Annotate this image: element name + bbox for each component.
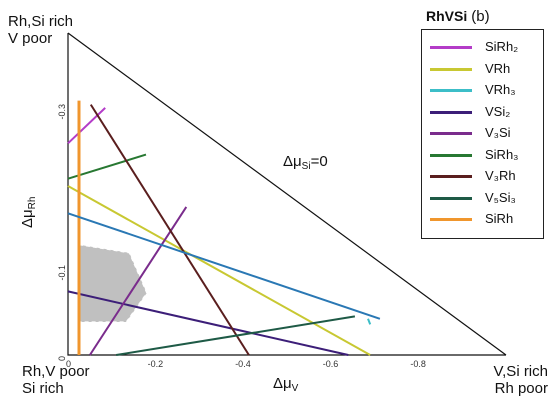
axes-frame bbox=[67, 33, 506, 356]
legend-swatch bbox=[430, 46, 472, 49]
series-line-2 bbox=[367, 318, 372, 325]
legend-swatch bbox=[430, 132, 472, 135]
x-tick-label: 0 bbox=[66, 359, 71, 369]
legend-swatch bbox=[430, 218, 472, 221]
x-tick-label: -0.6 bbox=[323, 359, 339, 369]
legend-label: V₅Si₃ bbox=[485, 189, 516, 205]
corner-bottom-left-line1: Rh,V poor bbox=[22, 363, 90, 380]
x-axis-label: ΔμV bbox=[273, 375, 299, 394]
corner-top-left-line1: Rh,Si rich bbox=[8, 13, 74, 30]
corner-label-bottom-left: Rh,V poor Si rich bbox=[22, 363, 90, 397]
legend-label: VRh bbox=[485, 60, 511, 76]
corner-label-top-left: Rh,Si rich V poor bbox=[8, 13, 73, 47]
legend-swatch bbox=[430, 110, 472, 114]
legend-swatch bbox=[430, 153, 472, 157]
legend-label: V₃Rh bbox=[485, 168, 516, 183]
legend-item: VRh bbox=[430, 61, 542, 77]
legend-label: V₃Si bbox=[485, 125, 511, 140]
legend-label: SiRh₃ bbox=[485, 146, 519, 162]
corner-bottom-right-line2: Rh poor bbox=[494, 380, 548, 397]
y-axis-label: ΔμRh bbox=[19, 197, 38, 228]
corner-bottom-right-line1: V,Si rich bbox=[493, 363, 548, 380]
legend-label: VSi₂ bbox=[485, 103, 511, 119]
legend-item: SiRh bbox=[430, 211, 542, 227]
boundary-label: ΔμSi=0 bbox=[283, 153, 328, 172]
legend-swatch bbox=[430, 67, 472, 71]
x-tick-label: -0.8 bbox=[410, 359, 426, 369]
legend-label: VRh₃ bbox=[485, 82, 516, 97]
legend-item: VRh₃ bbox=[430, 82, 542, 98]
corner-label-bottom-right: V,Si rich Rh poor bbox=[470, 363, 548, 397]
legend-item: V₃Si bbox=[430, 125, 542, 141]
legend-item: V₃Rh bbox=[430, 168, 542, 184]
series-line-6 bbox=[89, 104, 250, 356]
legend-label: SiRh₂ bbox=[485, 39, 519, 54]
legend-item: SiRh₂ bbox=[430, 39, 542, 55]
y-tick-label: -0.1 bbox=[57, 265, 67, 281]
legend-swatch bbox=[430, 89, 472, 92]
x-tick-label: -0.2 bbox=[148, 359, 164, 369]
panel-tag: (b) bbox=[471, 8, 490, 25]
legend-item: V₅Si₃ bbox=[430, 190, 542, 206]
legend-item: SiRh₃ bbox=[430, 147, 542, 163]
legend-title-text: RhVSi bbox=[426, 8, 468, 24]
legend-swatch bbox=[430, 175, 472, 178]
legend-swatch bbox=[430, 196, 472, 200]
x-tick-label: -0.4 bbox=[235, 359, 251, 369]
y-tick-label: 0 bbox=[57, 356, 67, 361]
series-line-5 bbox=[67, 153, 147, 180]
corner-bottom-left-line2: Si rich bbox=[22, 380, 64, 397]
series-line-9 bbox=[67, 212, 381, 320]
series-line-7 bbox=[116, 315, 356, 356]
y-tick-label: -0.3 bbox=[57, 104, 67, 120]
boundary-line bbox=[67, 32, 507, 356]
legend-item: VSi₂ bbox=[430, 104, 542, 120]
series-line-0 bbox=[67, 107, 106, 145]
legend-label: SiRh bbox=[485, 211, 514, 226]
series-line-3 bbox=[67, 290, 349, 356]
legend-title: RhVSi (b) bbox=[426, 8, 490, 25]
series-line-1 bbox=[67, 185, 371, 356]
corner-top-left-line2: V poor bbox=[8, 30, 53, 47]
legend: SiRh₂ VRh VRh₃ VSi₂ V₃Si SiRh₃ V₃Rh V₅Si₃ SiRh bbox=[421, 29, 544, 239]
